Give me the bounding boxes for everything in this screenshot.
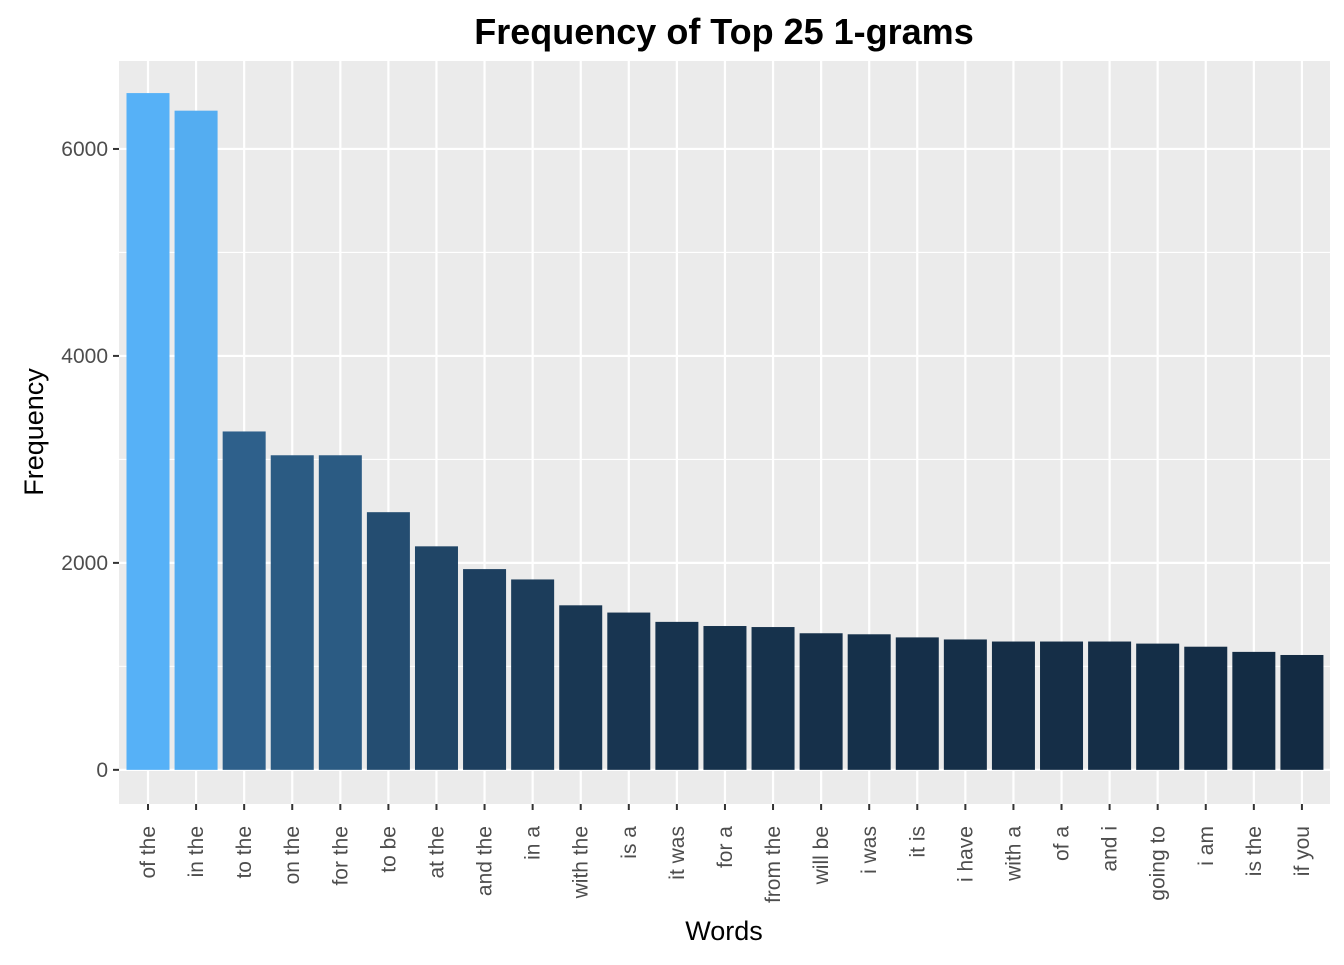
bar bbox=[318, 455, 362, 770]
y-tick-label: 6000 bbox=[61, 138, 108, 161]
x-tick-label: it is bbox=[906, 826, 929, 858]
bar bbox=[1184, 646, 1228, 770]
bar bbox=[751, 627, 795, 770]
bar bbox=[1280, 654, 1324, 770]
bar bbox=[511, 579, 555, 770]
bar bbox=[174, 110, 218, 770]
x-tick-label: is a bbox=[618, 826, 641, 859]
x-tick-label: will be bbox=[810, 826, 833, 885]
chart-title: Frequency of Top 25 1-grams bbox=[474, 11, 973, 52]
bar bbox=[270, 455, 314, 770]
bar bbox=[895, 637, 939, 770]
x-tick-label: is the bbox=[1243, 826, 1266, 876]
x-axis-title: Words bbox=[685, 916, 763, 946]
y-tick-label: 0 bbox=[96, 759, 108, 782]
y-axis: 0 2000 4000 6000 bbox=[61, 138, 119, 782]
bar bbox=[414, 546, 458, 770]
x-tick-label: of a bbox=[1051, 826, 1074, 861]
y-tick-label: 4000 bbox=[61, 345, 108, 368]
bar bbox=[943, 639, 987, 770]
bar bbox=[1088, 641, 1132, 770]
bar bbox=[366, 512, 410, 770]
bar bbox=[126, 93, 170, 770]
x-tick-label: i was bbox=[858, 826, 881, 874]
bar bbox=[991, 641, 1035, 770]
x-tick-label: i have bbox=[954, 826, 977, 882]
x-tick-label: to be bbox=[377, 826, 400, 873]
x-tick-label: to the bbox=[233, 826, 256, 879]
x-tick-label: from the bbox=[762, 826, 785, 903]
x-tick-label: at the bbox=[425, 826, 448, 879]
x-tick-label: it was bbox=[666, 826, 689, 880]
x-tick-label: with the bbox=[570, 826, 593, 899]
x-axis: of the in the to the on the for the to be at t… bbox=[137, 804, 1314, 903]
bar bbox=[655, 621, 699, 770]
x-tick-label: with a bbox=[1002, 826, 1025, 882]
x-tick-label: for the bbox=[329, 826, 352, 886]
bar bbox=[1232, 651, 1276, 770]
bar bbox=[1040, 641, 1084, 770]
bar bbox=[607, 612, 651, 770]
x-tick-label: on the bbox=[281, 826, 304, 884]
bar bbox=[559, 605, 603, 770]
y-tick-label: 2000 bbox=[61, 552, 108, 575]
x-tick-label: going to bbox=[1147, 826, 1170, 901]
bar bbox=[222, 431, 266, 770]
y-axis-title: Frequency bbox=[19, 368, 49, 496]
bar bbox=[799, 633, 843, 770]
x-tick-label: of the bbox=[137, 826, 160, 879]
x-tick-label: if you bbox=[1291, 826, 1314, 876]
x-tick-label: in the bbox=[185, 826, 208, 877]
bar bbox=[847, 634, 891, 770]
x-tick-label: for a bbox=[714, 826, 737, 868]
bar bbox=[703, 626, 747, 770]
x-tick-label: i am bbox=[1195, 826, 1218, 866]
x-tick-label: and the bbox=[474, 826, 497, 896]
bars bbox=[126, 93, 1324, 770]
x-tick-label: and i bbox=[1099, 826, 1122, 872]
x-tick-label: in a bbox=[522, 826, 545, 860]
bar bbox=[1136, 643, 1180, 770]
bar bbox=[463, 569, 507, 770]
